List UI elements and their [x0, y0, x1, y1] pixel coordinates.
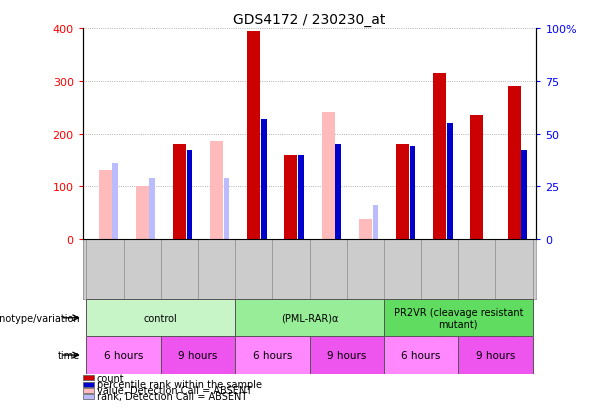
Bar: [322, 113, 335, 240]
Bar: [335, 145, 341, 240]
Bar: [112, 164, 118, 240]
Bar: [235, 299, 384, 337]
Text: count: count: [97, 373, 124, 383]
Bar: [508, 87, 520, 240]
Text: control: control: [144, 313, 178, 323]
Bar: [261, 119, 267, 240]
Bar: [373, 206, 378, 240]
Bar: [150, 178, 155, 240]
Bar: [433, 74, 446, 240]
Bar: [210, 142, 223, 240]
Text: percentile rank within the sample: percentile rank within the sample: [97, 379, 262, 389]
Bar: [173, 145, 186, 240]
Bar: [447, 124, 452, 240]
Bar: [384, 337, 459, 374]
Bar: [396, 145, 409, 240]
Text: 9 hours: 9 hours: [178, 350, 218, 360]
Text: 6 hours: 6 hours: [402, 350, 441, 360]
Text: genotype/variation: genotype/variation: [0, 313, 80, 323]
Bar: [224, 178, 229, 240]
Bar: [161, 337, 235, 374]
Bar: [459, 337, 533, 374]
Bar: [86, 299, 235, 337]
Text: 6 hours: 6 hours: [104, 350, 143, 360]
Bar: [470, 116, 484, 240]
Bar: [187, 151, 192, 240]
Text: 9 hours: 9 hours: [476, 350, 515, 360]
Text: value, Detection Call = ABSENT: value, Detection Call = ABSENT: [97, 385, 252, 395]
Title: GDS4172 / 230230_at: GDS4172 / 230230_at: [234, 12, 386, 26]
Text: time: time: [58, 350, 80, 360]
Bar: [384, 299, 533, 337]
Bar: [310, 337, 384, 374]
Bar: [247, 31, 261, 240]
Bar: [359, 220, 372, 240]
Bar: [299, 155, 304, 240]
Text: (PML-RAR)α: (PML-RAR)α: [281, 313, 338, 323]
Bar: [521, 151, 527, 240]
Text: 6 hours: 6 hours: [253, 350, 292, 360]
Bar: [284, 155, 297, 240]
Bar: [99, 171, 112, 240]
Text: rank, Detection Call = ABSENT: rank, Detection Call = ABSENT: [97, 392, 247, 401]
Bar: [409, 147, 416, 240]
Bar: [235, 337, 310, 374]
Text: 9 hours: 9 hours: [327, 350, 367, 360]
Bar: [135, 187, 149, 240]
Text: PR2VR (cleavage resistant
mutant): PR2VR (cleavage resistant mutant): [394, 307, 523, 329]
Bar: [86, 337, 161, 374]
